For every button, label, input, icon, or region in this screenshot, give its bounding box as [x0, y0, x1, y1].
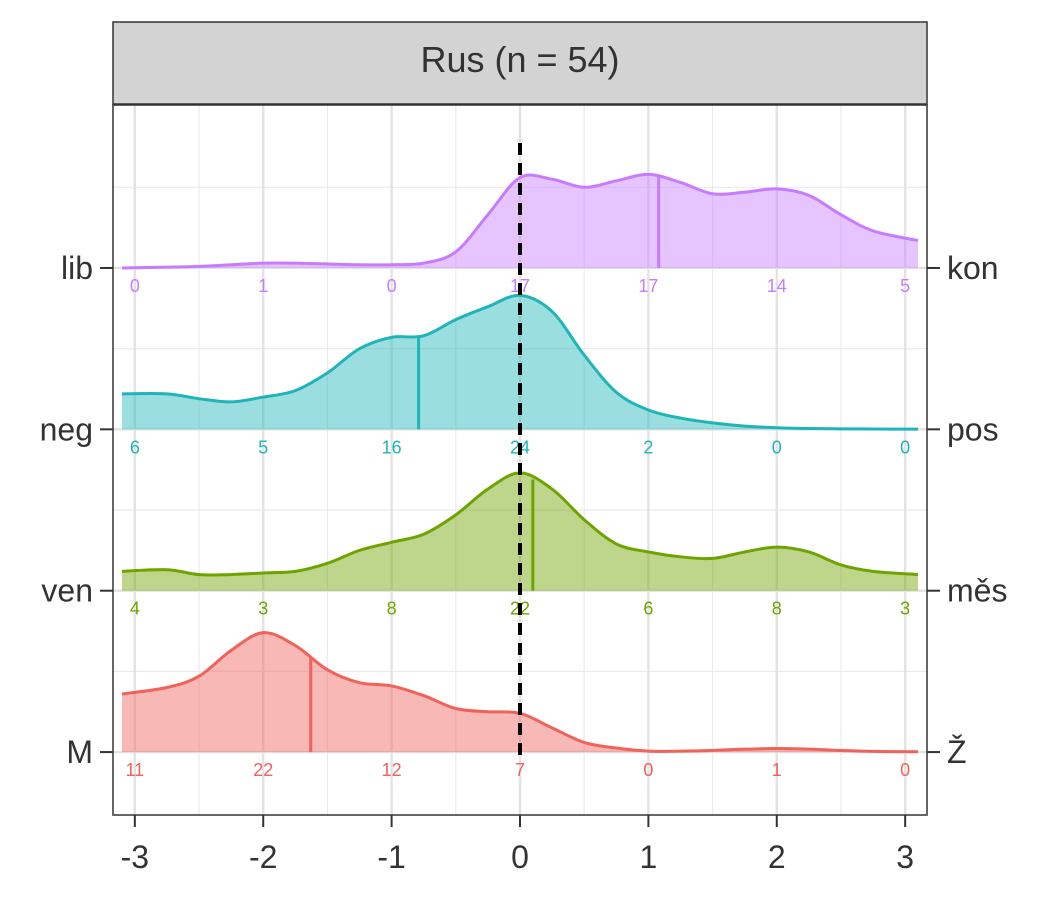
count-label: 1: [258, 276, 268, 296]
count-label: 6: [643, 599, 653, 619]
count-label: 4: [130, 599, 140, 619]
density-area: [121, 295, 919, 430]
y2-tick-label: měs: [947, 573, 1007, 609]
count-label: 0: [900, 437, 910, 457]
chart-title: Rus (n = 54): [420, 39, 619, 80]
count-label: 7: [515, 760, 525, 780]
x-tick-label: 3: [896, 839, 914, 875]
density-line: [121, 172, 919, 270]
count-label: 0: [900, 760, 910, 780]
count-label: 16: [382, 437, 402, 457]
count-label: 2: [643, 437, 653, 457]
count-label: 0: [772, 437, 782, 457]
x-tick-label: 1: [639, 839, 657, 875]
count-label: 6: [130, 437, 140, 457]
count-label: 8: [772, 599, 782, 619]
count-label: 0: [643, 760, 653, 780]
labels: 0101717145651624200438226831122127010: [125, 276, 910, 780]
count-label: 12: [382, 760, 402, 780]
x-tick-label: -1: [377, 839, 405, 875]
y-tick-label: ven: [41, 573, 93, 609]
count-label: 5: [258, 437, 268, 457]
count-label: 1: [772, 760, 782, 780]
y-tick-label: neg: [40, 411, 93, 447]
count-label: 5: [900, 276, 910, 296]
ridges: [121, 172, 919, 754]
x-tick-label: 2: [768, 839, 786, 875]
count-label: 11: [125, 760, 144, 780]
count-label: 8: [387, 599, 397, 619]
count-label: 0: [130, 276, 140, 296]
x-tick-label: 0: [511, 839, 529, 875]
count-label: 3: [258, 599, 268, 619]
title-strip: [112, 21, 928, 105]
count-label: 17: [638, 276, 658, 296]
x-tick-label: -3: [121, 839, 149, 875]
y2-tick-label: Ž: [947, 734, 967, 770]
count-label: 3: [900, 599, 910, 619]
y2-tick-label: kon: [947, 250, 999, 286]
density-area: [121, 174, 919, 268]
y2-tick-label: pos: [947, 411, 999, 447]
density-area: [121, 632, 919, 753]
density-line: [121, 293, 919, 431]
count-label: 22: [253, 760, 273, 780]
y-tick-label: M: [66, 734, 93, 770]
y-tick-label: lib: [61, 250, 93, 286]
count-label: 0: [387, 276, 397, 296]
x-tick-label: -2: [249, 839, 277, 875]
count-label: 14: [767, 276, 787, 296]
